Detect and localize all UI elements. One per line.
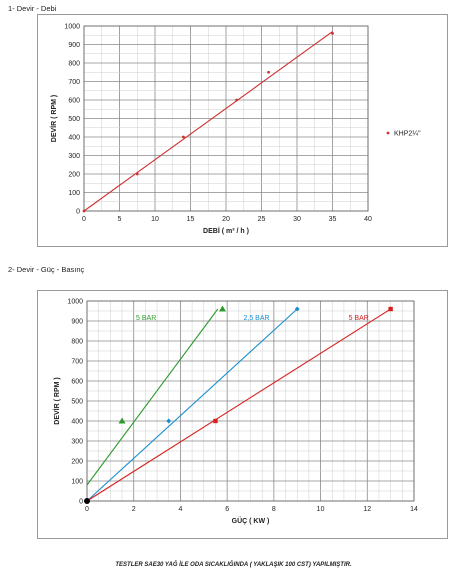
data-point-series-0 bbox=[218, 305, 226, 312]
plot-area-border bbox=[86, 300, 415, 502]
chart-devir-debi-svg: 0 5 10 15 20 25 30 35 40010020030040050060070080… bbox=[50, 24, 421, 236]
x-tick-label: 2 bbox=[132, 506, 136, 513]
x-tick-label: 35 bbox=[329, 216, 337, 223]
x-tick-label: 6 bbox=[225, 506, 229, 513]
y-axis-label: DEVİR ( RPM ) bbox=[53, 377, 61, 424]
legend: KHP2¼" bbox=[386, 131, 421, 138]
axis-labels: GÜÇ ( KW ) DEVİR ( RPM ) bbox=[53, 377, 269, 525]
x-tick-label: 15 bbox=[187, 216, 195, 223]
y-tick-label: 900 bbox=[68, 42, 80, 49]
series-label-1: 2,5 BAR bbox=[243, 315, 269, 322]
data-point-series-0 bbox=[267, 70, 270, 74]
series-lines bbox=[86, 308, 391, 502]
data-point-series-2 bbox=[213, 418, 218, 424]
grid bbox=[83, 25, 369, 212]
data-point-series-0 bbox=[331, 32, 334, 35]
y-tick-label: 800 bbox=[71, 339, 83, 346]
data-point-series-1 bbox=[294, 306, 300, 312]
series-line-0 bbox=[86, 308, 219, 486]
x-axis-label: DEBİ ( m³ / h ) bbox=[203, 227, 249, 235]
series-line-2 bbox=[86, 308, 391, 502]
x-tick-label: 20 bbox=[222, 216, 230, 223]
y-tick-label: 400 bbox=[71, 419, 83, 426]
y-tick-label: 200 bbox=[68, 172, 80, 179]
y-tick-label: 100 bbox=[68, 190, 80, 197]
x-tick-label: 14 bbox=[410, 506, 418, 513]
legend-label: KHP2¼" bbox=[394, 131, 421, 138]
section-title-2: 2- Devir - Güç - Basınç bbox=[8, 265, 85, 274]
y-tick-label: 1000 bbox=[64, 24, 80, 31]
series-label-0: 5 BAR bbox=[136, 315, 156, 322]
series-line-1 bbox=[86, 308, 298, 502]
plot-area-border bbox=[83, 25, 369, 212]
series-points bbox=[84, 305, 393, 504]
x-tick-label: 8 bbox=[272, 506, 276, 513]
y-tick-label: 400 bbox=[68, 135, 80, 142]
chart-devir-debi: 0 5 10 15 20 25 30 35 40 0 100 200 300 400 500 600 700 80… bbox=[37, 14, 448, 247]
y-tick-label: 700 bbox=[71, 359, 83, 366]
x-tick-label: 12 bbox=[363, 506, 371, 513]
x-tick-label: 0 bbox=[85, 506, 89, 513]
footer-note: TESTLER SAE30 YAĞ İLE ODA SICAKLIĞINDA (… bbox=[115, 562, 352, 568]
y-tick-label: 300 bbox=[68, 153, 80, 160]
y-tick-label: 200 bbox=[71, 459, 83, 466]
y-tick-label: 700 bbox=[68, 79, 80, 86]
y-tick-label: 500 bbox=[71, 399, 83, 406]
tick-labels: 0 2 4 6 8 10 12 14 0 100 200 300 400 500 600 700 800 900 1… bbox=[67, 299, 418, 514]
data-point-series-0 bbox=[118, 417, 126, 424]
x-tick-label: 25 bbox=[258, 216, 266, 223]
x-tick-label: 10 bbox=[317, 506, 325, 513]
data-point-series-1 bbox=[166, 418, 172, 424]
y-tick-label: 600 bbox=[71, 379, 83, 386]
chart-devir-guc-basinc-svg: 0 2 4 6 8 10 12 14 0 100 200 300 400 500 600 700 800 900 1… bbox=[53, 299, 418, 526]
y-tick-label: 800 bbox=[68, 61, 80, 68]
series-lines bbox=[83, 31, 333, 212]
y-tick-label: 100 bbox=[71, 479, 83, 486]
series-line-0 bbox=[83, 31, 333, 212]
origin-point bbox=[84, 498, 90, 504]
y-axis-label: DEVİR ( RPM ) bbox=[50, 95, 58, 142]
x-tick-label: 30 bbox=[293, 216, 301, 223]
x-tick-label: 4 bbox=[178, 506, 182, 513]
x-tick-label: 5 bbox=[118, 216, 122, 223]
x-axis-label: GÜÇ ( KW ) bbox=[232, 516, 270, 525]
y-tick-label: 0 bbox=[76, 209, 80, 216]
y-tick-label: 900 bbox=[71, 319, 83, 326]
axis-labels: DEBİ ( m³ / h ) DEVİR ( RPM ) bbox=[50, 95, 249, 235]
legend-marker bbox=[386, 131, 390, 135]
section-title-1: 1- Devir - Debi bbox=[8, 4, 57, 13]
y-tick-label: 1000 bbox=[67, 299, 83, 306]
data-point-series-0 bbox=[135, 172, 139, 176]
y-tick-label: 0 bbox=[79, 499, 83, 506]
x-tick-label: 40 bbox=[364, 216, 372, 223]
x-tick-label: 10 bbox=[151, 216, 159, 223]
y-tick-label: 600 bbox=[68, 98, 80, 105]
y-tick-label: 300 bbox=[71, 439, 83, 446]
data-point-series-2 bbox=[388, 306, 393, 312]
series-labels: 5 BAR 2,5 BAR 5 BAR bbox=[136, 315, 369, 322]
series-points bbox=[82, 32, 334, 213]
data-point-series-0 bbox=[82, 209, 86, 213]
chart-devir-guc-basinc: 0 2 4 6 8 10 12 14 0 100 200 300 400 500 600 700 800 900 1… bbox=[37, 290, 448, 539]
data-point-series-0 bbox=[235, 98, 239, 102]
data-point-series-0 bbox=[182, 135, 185, 139]
grid bbox=[86, 300, 415, 502]
y-tick-label: 500 bbox=[68, 116, 80, 123]
tick-labels: 0 5 10 15 20 25 30 35 40010020030040050060070080… bbox=[64, 24, 372, 224]
series-label-2: 5 BAR bbox=[349, 315, 369, 322]
x-tick-label: 0 bbox=[82, 216, 86, 223]
